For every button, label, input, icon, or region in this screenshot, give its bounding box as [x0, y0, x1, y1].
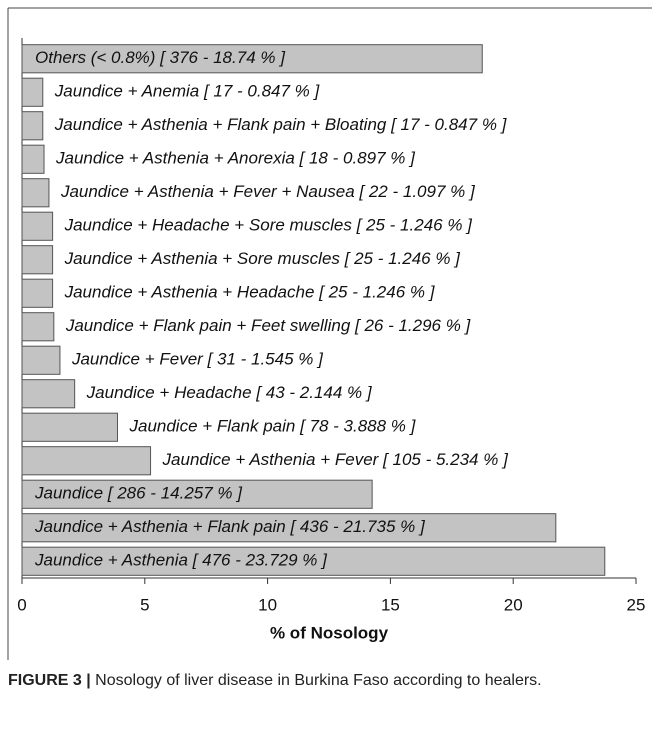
bar-label: Jaundice + Asthenia [ 476 - 23.729 % ]: [34, 551, 328, 570]
x-tick-label: 10: [258, 595, 277, 614]
x-tick-label: 15: [381, 595, 400, 614]
bar: [21, 245, 54, 275]
bar-label: Jaundice + Anemia [ 17 - 0.847 % ]: [54, 82, 321, 101]
bar: [21, 312, 55, 342]
bar: [21, 446, 152, 476]
bar-label: Jaundice + Asthenia + Fever + Nausea [ 2…: [60, 182, 476, 201]
x-tick-label: 25: [627, 595, 646, 614]
bar: [21, 513, 557, 543]
bar: [21, 44, 483, 74]
bar: [21, 479, 373, 509]
bar: [21, 278, 54, 308]
caption-label: FIGURE 3 |: [8, 672, 91, 689]
x-tick-label: 5: [140, 595, 149, 614]
bar-label: Jaundice + Flank pain [ 78 - 3.888 % ]: [128, 417, 416, 436]
bar: [21, 345, 61, 375]
bar: [21, 144, 45, 174]
x-tick-label: 0: [17, 595, 26, 614]
bar-label: Others (< 0.8%) [ 376 - 18.74 % ]: [35, 48, 286, 67]
bar-label: Jaundice + Headache [ 43 - 2.144 % ]: [86, 383, 373, 402]
bar-label: Jaundice + Asthenia + Sore muscles [ 25 …: [64, 249, 462, 268]
bar-label: Jaundice + Flank pain + Feet swelling [ …: [65, 316, 472, 335]
caption-text: Nosology of liver disease in Burkina Fas…: [95, 672, 542, 689]
bar: [21, 178, 50, 208]
bar: [21, 412, 118, 442]
bar-label: Jaundice + Asthenia + Fever [ 105 - 5.23…: [162, 450, 510, 469]
bar-label: Jaundice [ 286 - 14.257 % ]: [34, 484, 243, 503]
x-tick-label: 20: [504, 595, 523, 614]
x-axis-label: % of Nosology: [270, 623, 389, 642]
bar: [21, 111, 44, 141]
bar-label: Jaundice + Asthenia + Flank pain + Bloat…: [54, 115, 508, 134]
bar: [21, 77, 44, 107]
caption: FIGURE 3 | Nosology of liver disease in …: [8, 670, 598, 692]
bar: [21, 546, 606, 576]
bar-label: Jaundice + Asthenia + Flank pain [ 436 -…: [34, 517, 426, 536]
bar: [21, 211, 54, 241]
bar-label: Jaundice + Asthenia + Headache [ 25 - 1.…: [64, 283, 436, 302]
chart: % of Nosology 0 5 10 15 20 25 Others (< 0.8%) …: [7, 7, 652, 660]
bar-label: Jaundice + Asthenia + Anorexia [ 18 - 0.…: [55, 149, 416, 168]
bar-label: Jaundice + Fever [ 31 - 1.545 % ]: [71, 350, 324, 369]
bar-label: Jaundice + Headache + Sore muscles [ 25 …: [64, 216, 474, 235]
bar: [21, 379, 76, 409]
